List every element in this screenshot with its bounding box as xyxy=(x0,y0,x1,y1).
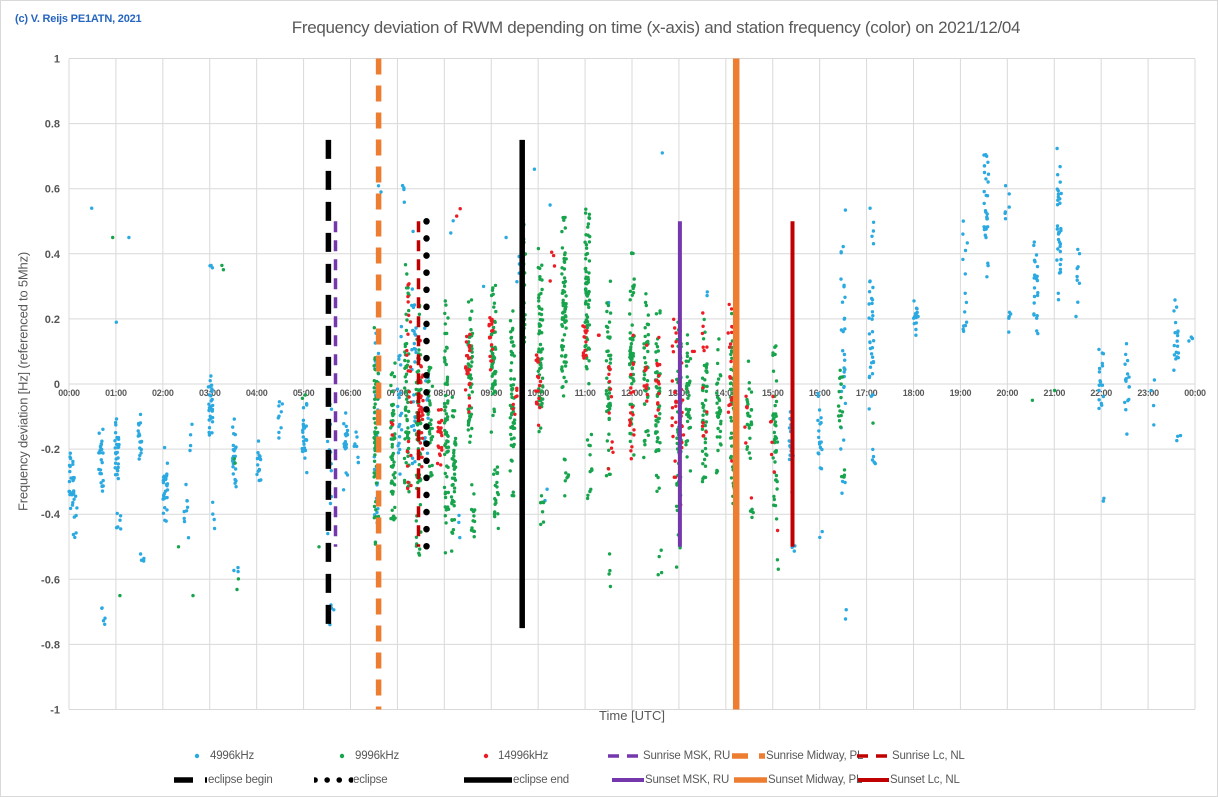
svg-text:15:00: 15:00 xyxy=(762,388,784,398)
legend-marker-14996khz xyxy=(483,753,489,759)
svg-text:14:00: 14:00 xyxy=(715,388,737,398)
svg-text:0: 0 xyxy=(54,379,60,391)
svg-text:-0.8: -0.8 xyxy=(41,639,60,651)
svg-text:0.6: 0.6 xyxy=(45,184,60,196)
legend-marker-sunrise-lc-nl xyxy=(857,754,891,758)
svg-text:00:00: 00:00 xyxy=(58,388,80,398)
svg-text:19:00: 19:00 xyxy=(950,388,972,398)
legend-item-sunset-lc-nl: Sunset Lc, NL xyxy=(857,772,960,788)
gridlines xyxy=(68,58,1196,710)
legend-marker-sunrise-msk-ru xyxy=(608,754,642,758)
legend-label-eclipse: eclipse xyxy=(353,774,388,786)
legend-label-9996khz: 9996kHz xyxy=(355,750,399,762)
legend-label-eclipse-begin: eclipse begin xyxy=(208,774,273,786)
svg-text:08:00: 08:00 xyxy=(434,388,456,398)
svg-text:-0.2: -0.2 xyxy=(41,444,60,456)
x-axis-title: Time [UTC] xyxy=(599,708,665,723)
series-points-4996khz xyxy=(67,146,1195,627)
legend-label-sunset-midway-pl: Sunset Midway, PL xyxy=(768,774,863,786)
series-points-14996khz xyxy=(389,207,780,533)
svg-text:05:00: 05:00 xyxy=(293,388,315,398)
legend-item-14996khz: 14996kHz xyxy=(474,748,548,764)
legend-marker-sunset-msk-ru xyxy=(612,778,644,782)
svg-text:04:00: 04:00 xyxy=(246,388,268,398)
legend-marker-sunset-lc-nl xyxy=(858,778,889,782)
legend-label-eclipse-end: eclipse end xyxy=(513,774,569,786)
chart-plot-area: 00:00 01:00 02:00 03:00 04:00 05:00 06:00 07:00… xyxy=(41,54,1206,717)
legend-item-9996khz: 9996kHz xyxy=(329,748,399,764)
svg-text:18:00: 18:00 xyxy=(903,388,925,398)
svg-text:1: 1 xyxy=(54,54,60,66)
legend-marker-eclipse-end xyxy=(464,777,512,783)
svg-text:16:00: 16:00 xyxy=(809,388,831,398)
x-axis-tick-labels: 00:00 01:00 02:00 03:00 04:00 05:00 06:00 07:00… xyxy=(58,388,1206,398)
legend-label-sunrise-msk-ru: Sunrise MSK, RU xyxy=(643,750,731,762)
svg-text:-1: -1 xyxy=(50,705,60,717)
svg-text:-0.6: -0.6 xyxy=(41,574,60,586)
svg-text:11:00: 11:00 xyxy=(575,388,596,398)
legend-label-sunrise-midway-pl: Sunrise Midway, PL xyxy=(766,750,864,762)
svg-text:23:00: 23:00 xyxy=(1137,388,1159,398)
legend-item-sunrise-msk-ru: Sunrise MSK, RU xyxy=(607,748,730,764)
legend-marker-9996khz xyxy=(339,753,345,759)
svg-text:21:00: 21:00 xyxy=(1044,388,1066,398)
legend-label-14996khz: 14996kHz xyxy=(498,750,549,762)
legend-label-sunrise-lc-nl: Sunrise Lc, NL xyxy=(892,750,965,762)
svg-text:01:00: 01:00 xyxy=(105,388,127,398)
series-points-9996khz xyxy=(111,207,1057,598)
legend-marker-eclipse-begin xyxy=(174,777,207,783)
legend-marker-sunset-midway-pl xyxy=(734,777,767,783)
svg-text:02:00: 02:00 xyxy=(152,388,174,398)
legend-item-eclipse-begin: eclipse begin xyxy=(173,772,273,788)
svg-text:0.4: 0.4 xyxy=(45,249,61,261)
legend-item-sunset-midway-pl: Sunset Midway, PL xyxy=(733,772,862,788)
legend-item-eclipse-end: eclipse end xyxy=(463,772,569,788)
chart-title: Frequency deviation of RWM depending on … xyxy=(291,18,1021,37)
svg-text:0.2: 0.2 xyxy=(45,314,60,326)
legend-item-sunrise-midway-pl: Sunrise Midway, PL xyxy=(731,748,863,764)
svg-text:00:00: 00:00 xyxy=(1184,388,1206,398)
legend-marker-sunrise-midway-pl xyxy=(732,753,765,759)
legend-item-eclipse: eclipse xyxy=(314,772,388,788)
y-axis-title: Frequency deviation [Hz] (referenced to … xyxy=(15,251,31,512)
svg-text:17:00: 17:00 xyxy=(856,388,878,398)
legend-marker-eclipse xyxy=(314,777,353,783)
legend-item-sunrise-lc-nl: Sunrise Lc, NL xyxy=(856,748,965,764)
y-axis-tick-labels: 1 0.8 0.6 0.4 0.2 0 -0.2 -0.4 -0.6 -0.8 -1 xyxy=(41,54,61,717)
svg-text:07:00: 07:00 xyxy=(387,388,409,398)
legend-label-4996khz: 4996kHz xyxy=(210,750,254,762)
legend-label-sunset-msk-ru: Sunset MSK, RU xyxy=(645,774,730,786)
copyright-text: (c) V. Reijs PE1ATN, 2021 xyxy=(15,13,142,25)
svg-text:03:00: 03:00 xyxy=(199,388,221,398)
legend-label-sunset-lc-nl: Sunset Lc, NL xyxy=(890,774,960,786)
svg-text:06:00: 06:00 xyxy=(340,388,362,398)
legend-item-sunset-msk-ru: Sunset MSK, RU xyxy=(611,772,729,788)
event-lines xyxy=(325,58,795,710)
svg-text:0.8: 0.8 xyxy=(45,119,60,131)
svg-text:-0.4: -0.4 xyxy=(41,509,61,521)
svg-text:22:00: 22:00 xyxy=(1090,388,1112,398)
legend-item-4996khz: 4996kHz xyxy=(184,748,254,764)
svg-text:20:00: 20:00 xyxy=(997,388,1019,398)
legend-marker-4996khz xyxy=(194,753,200,759)
